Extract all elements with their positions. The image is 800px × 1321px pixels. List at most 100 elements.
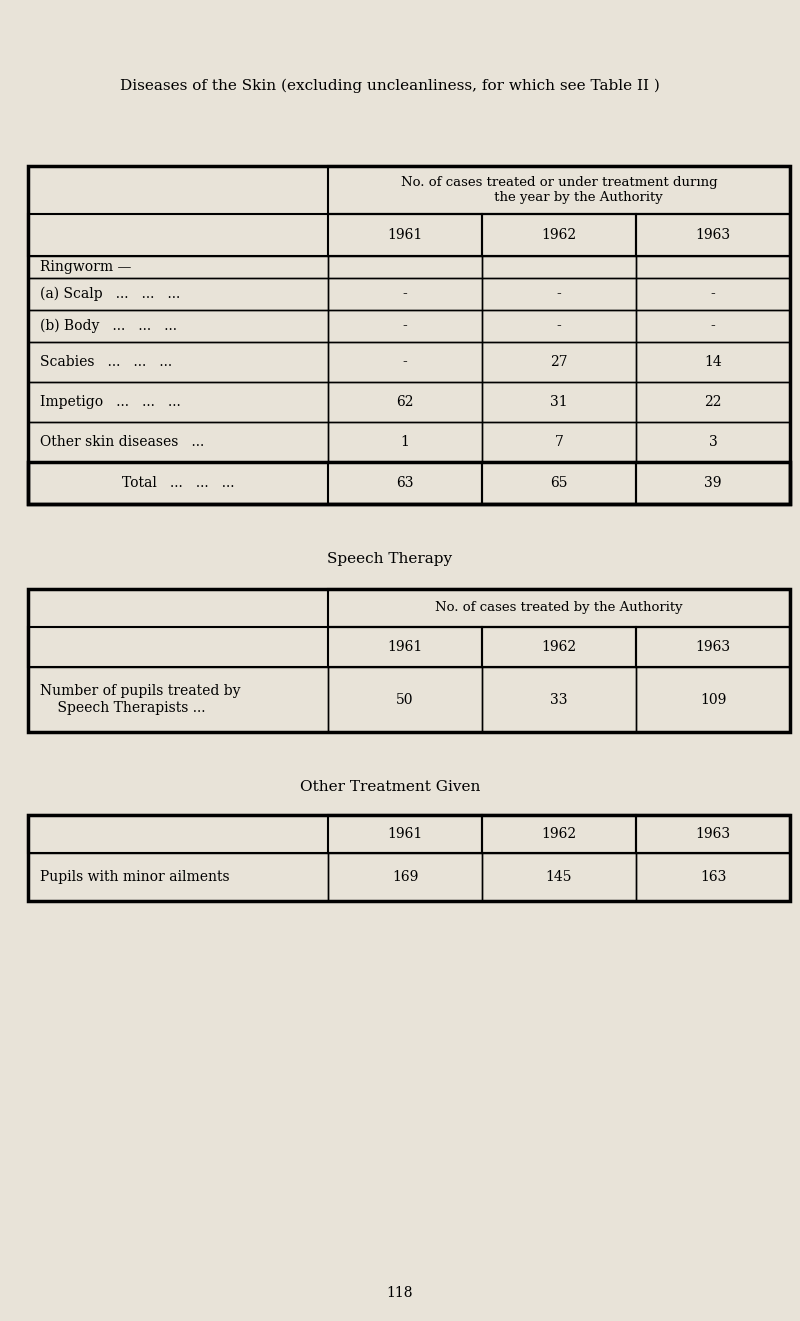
Bar [28, 421, 328, 462]
Text: -: - [557, 287, 562, 301]
Text: 163: 163 [700, 871, 726, 884]
Bar [636, 310, 790, 342]
Text: 63: 63 [396, 476, 414, 490]
Bar [28, 256, 328, 277]
Bar [482, 462, 636, 505]
Bar [328, 462, 482, 505]
Text: Other skin diseases   ...: Other skin diseases ... [40, 435, 204, 449]
Text: -: - [402, 355, 407, 369]
Bar [636, 214, 790, 256]
Bar [636, 627, 790, 667]
Text: 1961: 1961 [387, 639, 422, 654]
Text: No. of cases treated or under treatment durıng
         the year by the Authorit: No. of cases treated or under treatment … [401, 176, 718, 203]
Text: 109: 109 [700, 692, 726, 707]
Bar [482, 815, 636, 853]
Bar [28, 277, 328, 310]
Text: 14: 14 [704, 355, 722, 369]
Text: 1963: 1963 [695, 229, 730, 242]
Bar [28, 815, 790, 901]
Text: Scabies   ...   ...   ...: Scabies ... ... ... [40, 355, 172, 369]
Text: Number of pupils treated by
    Speech Therapists ...: Number of pupils treated by Speech Thera… [40, 684, 241, 715]
Text: 50: 50 [396, 692, 414, 707]
Bar [482, 310, 636, 342]
Text: 39: 39 [704, 476, 722, 490]
Text: -: - [557, 318, 562, 333]
Bar [28, 667, 328, 732]
Bar [482, 421, 636, 462]
Bar [28, 589, 790, 732]
Text: -: - [402, 318, 407, 333]
Bar [328, 627, 482, 667]
Bar [28, 166, 790, 505]
Text: 1962: 1962 [542, 229, 577, 242]
Text: (a) Scalp   ...   ...   ...: (a) Scalp ... ... ... [40, 287, 180, 301]
Bar [328, 815, 482, 853]
Bar [636, 382, 790, 421]
Bar [28, 310, 328, 342]
Bar [482, 277, 636, 310]
Bar [636, 256, 790, 277]
Text: 1961: 1961 [387, 229, 422, 242]
Bar [328, 342, 482, 382]
Text: 62: 62 [396, 395, 414, 410]
Text: Ringworm —: Ringworm — [40, 260, 131, 273]
Bar [636, 342, 790, 382]
Bar [482, 214, 636, 256]
Text: Diseases of the Skin (excluding uncleanliness, for which see Table II ): Diseases of the Skin (excluding uncleanl… [120, 79, 660, 94]
Bar [328, 421, 482, 462]
Bar [328, 256, 482, 277]
Text: -: - [710, 318, 715, 333]
Text: Speech Therapy: Speech Therapy [327, 552, 453, 565]
Bar [328, 589, 790, 627]
Text: 1961: 1961 [387, 827, 422, 841]
Text: 145: 145 [546, 871, 572, 884]
Text: 1962: 1962 [542, 827, 577, 841]
Text: 1: 1 [401, 435, 410, 449]
Bar [328, 382, 482, 421]
Text: 65: 65 [550, 476, 568, 490]
Text: -: - [710, 287, 715, 301]
Bar [28, 382, 328, 421]
Text: 118: 118 [386, 1287, 414, 1300]
Bar [328, 667, 482, 732]
Text: 1962: 1962 [542, 639, 577, 654]
Bar [28, 342, 328, 382]
Bar [328, 310, 482, 342]
Bar [636, 277, 790, 310]
Text: (b) Body   ...   ...   ...: (b) Body ... ... ... [40, 318, 177, 333]
Bar [636, 462, 790, 505]
Bar [482, 382, 636, 421]
Bar [328, 166, 790, 214]
Bar [28, 462, 790, 505]
Text: No. of cases treated by the Authority: No. of cases treated by the Authority [435, 601, 683, 614]
Text: Pupils with minor ailments: Pupils with minor ailments [40, 871, 230, 884]
Bar [482, 627, 636, 667]
Bar [636, 853, 790, 901]
Text: 1963: 1963 [695, 639, 730, 654]
Text: 31: 31 [550, 395, 568, 410]
Bar [28, 815, 790, 853]
Text: 3: 3 [709, 435, 718, 449]
Text: Total   ...   ...   ...: Total ... ... ... [122, 476, 234, 490]
Text: 7: 7 [554, 435, 563, 449]
Bar [28, 627, 790, 667]
Bar [482, 256, 636, 277]
Bar [482, 853, 636, 901]
Text: Impetigo   ...   ...   ...: Impetigo ... ... ... [40, 395, 181, 410]
Text: 22: 22 [704, 395, 722, 410]
Text: 33: 33 [550, 692, 568, 707]
Text: Other Treatment Given: Other Treatment Given [300, 779, 480, 794]
Text: -: - [402, 287, 407, 301]
Text: 1963: 1963 [695, 827, 730, 841]
Bar [636, 667, 790, 732]
Bar [636, 421, 790, 462]
Bar [28, 853, 328, 901]
Bar [636, 815, 790, 853]
Text: 27: 27 [550, 355, 568, 369]
Bar [328, 853, 482, 901]
Bar [482, 667, 636, 732]
Bar [28, 214, 790, 256]
Bar [328, 214, 482, 256]
Bar [328, 277, 482, 310]
Text: 169: 169 [392, 871, 418, 884]
